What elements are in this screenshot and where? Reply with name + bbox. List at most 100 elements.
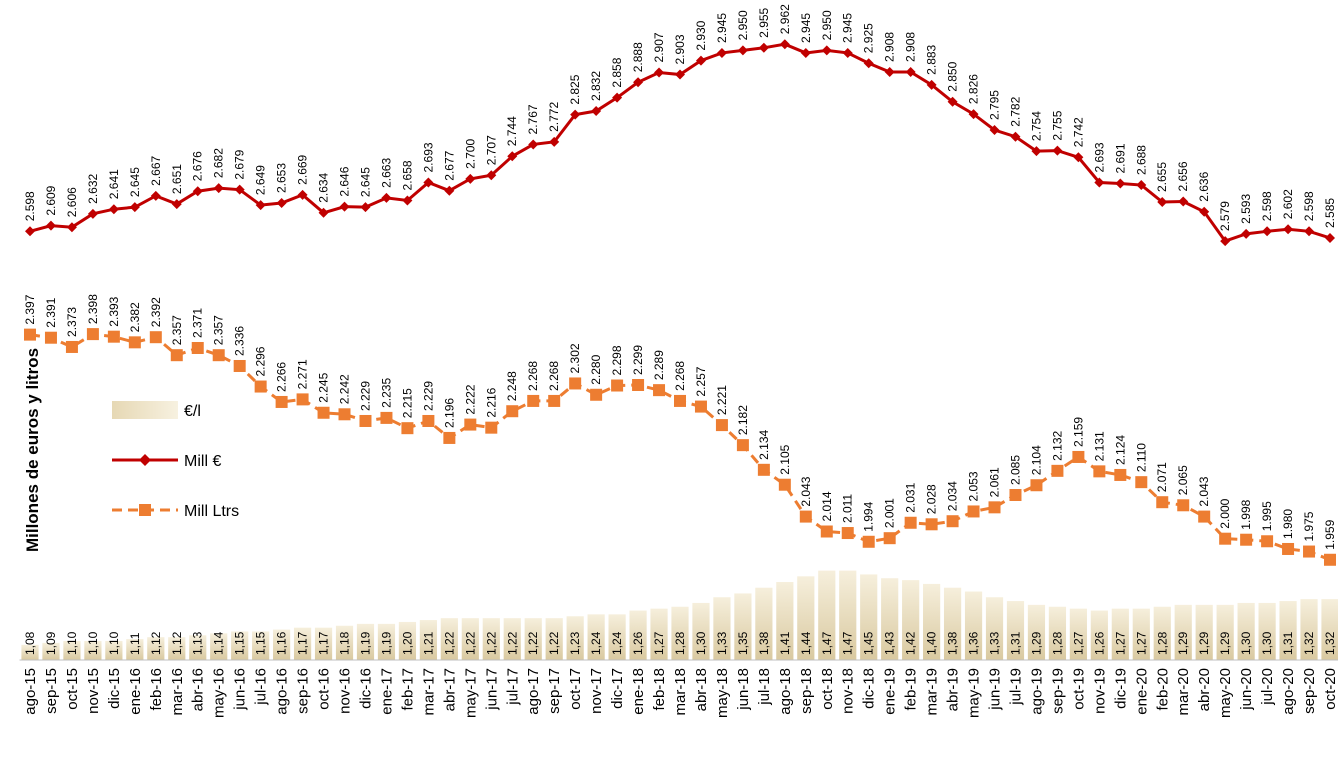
data-label: 1,27 xyxy=(652,631,666,655)
marker xyxy=(611,379,624,392)
data-label: 2.744 xyxy=(505,116,519,146)
data-label: 1,16 xyxy=(275,631,289,655)
bar xyxy=(713,597,731,660)
marker xyxy=(968,109,979,120)
data-label: 1,38 xyxy=(757,631,771,655)
data-label: 2.132 xyxy=(1050,430,1064,460)
marker xyxy=(548,394,561,407)
data-label: 2.393 xyxy=(107,296,121,326)
data-label: 1,42 xyxy=(904,631,918,655)
data-label: 2.105 xyxy=(778,444,792,474)
legend-marker xyxy=(139,504,151,516)
x-tick-label: ene-18 xyxy=(630,668,647,715)
data-label: 1.995 xyxy=(1260,501,1274,531)
marker xyxy=(485,421,498,434)
data-label: 1,29 xyxy=(1176,631,1190,655)
x-tick-label: dic-15 xyxy=(106,668,123,709)
data-label: 1,43 xyxy=(883,631,897,655)
data-label: 2.053 xyxy=(967,471,981,501)
x-tick-label: abr-17 xyxy=(441,668,458,711)
x-tick-label: feb-16 xyxy=(148,668,165,711)
data-label: 2.782 xyxy=(1008,96,1022,126)
x-tick-label: ago-16 xyxy=(274,668,291,715)
marker xyxy=(1114,468,1127,481)
data-label: 2.609 xyxy=(44,185,58,215)
data-label: 2.598 xyxy=(23,191,37,221)
x-tick-label: oct-15 xyxy=(64,668,81,710)
data-label: 2.357 xyxy=(170,315,184,345)
data-label: 1,23 xyxy=(568,631,582,655)
marker xyxy=(423,177,434,188)
data-label: 2.826 xyxy=(967,74,981,104)
bar xyxy=(440,618,458,660)
bar xyxy=(1027,604,1046,660)
bar xyxy=(377,623,396,660)
marker xyxy=(213,183,224,194)
data-label: 2.221 xyxy=(715,385,729,415)
data-label: 1,40 xyxy=(925,631,939,655)
data-label: 2.682 xyxy=(212,148,226,178)
bar xyxy=(1258,602,1276,660)
x-tick-label: abr-18 xyxy=(693,668,710,711)
data-label: 2.235 xyxy=(379,378,393,408)
bar xyxy=(818,570,836,660)
data-label: 2.034 xyxy=(946,481,960,511)
data-label: 1,24 xyxy=(589,631,603,655)
data-label: 2.000 xyxy=(1218,498,1232,528)
data-label: 1,27 xyxy=(1134,631,1148,655)
marker xyxy=(108,204,119,215)
bar xyxy=(985,597,1004,660)
data-label: 2.825 xyxy=(568,74,582,104)
bar xyxy=(566,616,584,660)
marker xyxy=(486,170,497,181)
data-label: 2.651 xyxy=(170,164,184,194)
bar xyxy=(755,587,773,660)
x-tick-label: ago-15 xyxy=(22,668,39,715)
bar xyxy=(1153,606,1171,660)
marker xyxy=(946,515,959,528)
data-label: 1,11 xyxy=(128,632,142,655)
data-label: 1,28 xyxy=(673,631,687,655)
marker xyxy=(905,66,916,77)
data-label: 1,38 xyxy=(946,631,960,655)
bar xyxy=(126,639,144,660)
data-label: 2.280 xyxy=(589,354,603,384)
marker xyxy=(129,202,140,213)
bar xyxy=(189,635,207,660)
data-label: 2.245 xyxy=(317,372,331,402)
data-label: 2.028 xyxy=(925,484,939,514)
marker xyxy=(339,201,350,212)
marker xyxy=(1198,510,1211,523)
marker xyxy=(233,359,246,372)
data-label: 2.858 xyxy=(610,57,624,87)
legend-marker xyxy=(139,454,151,466)
bar xyxy=(63,640,81,660)
marker xyxy=(549,136,560,147)
data-label: 1,30 xyxy=(1260,631,1274,655)
marker xyxy=(675,69,685,80)
bar xyxy=(42,642,60,660)
data-label: 2.289 xyxy=(652,350,666,380)
data-label: 2.653 xyxy=(275,163,289,193)
bar xyxy=(335,625,354,660)
marker xyxy=(591,106,602,117)
data-label: 2.646 xyxy=(338,166,352,196)
bar xyxy=(587,614,605,660)
data-label: 1,28 xyxy=(1155,631,1169,655)
marker xyxy=(1094,177,1105,188)
marker xyxy=(590,388,603,401)
marker xyxy=(87,208,98,219)
marker xyxy=(1261,535,1274,548)
x-tick-label: may-20 xyxy=(1217,668,1234,718)
data-label: 2.302 xyxy=(568,343,582,373)
x-tick-label: abr-16 xyxy=(190,668,207,711)
marker xyxy=(443,431,456,444)
marker xyxy=(507,151,518,162)
data-label: 2.832 xyxy=(589,71,603,101)
marker xyxy=(297,189,308,200)
x-tick-label: feb-20 xyxy=(1154,668,1171,711)
bar xyxy=(1216,604,1234,660)
data-label: 2.397 xyxy=(23,294,37,324)
x-tick-label: may-18 xyxy=(714,668,731,718)
data-label: 2.336 xyxy=(233,326,247,356)
